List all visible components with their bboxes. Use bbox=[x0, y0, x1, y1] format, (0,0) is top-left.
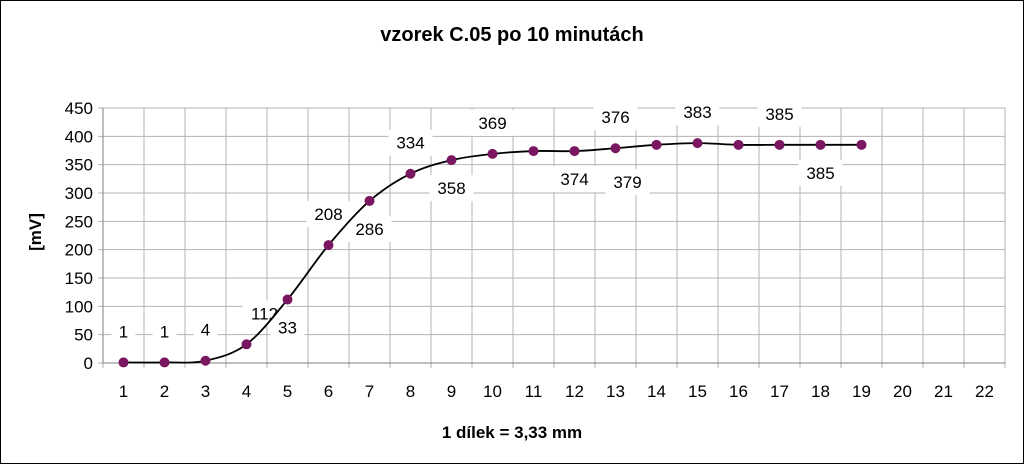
data-label-bg bbox=[798, 159, 843, 186]
x-tick-label: 6 bbox=[324, 382, 333, 401]
x-tick-label: 13 bbox=[606, 382, 625, 401]
y-tick-label: 350 bbox=[65, 156, 93, 175]
x-tick-label: 18 bbox=[811, 382, 830, 401]
data-label-bg bbox=[593, 104, 638, 131]
data-label: 358 bbox=[437, 179, 465, 198]
x-tick-label: 14 bbox=[647, 382, 666, 401]
data-point bbox=[733, 139, 744, 150]
data-label-bg bbox=[757, 100, 802, 127]
x-tick-label: 10 bbox=[483, 382, 502, 401]
data-point bbox=[774, 139, 785, 150]
data-point bbox=[487, 148, 498, 159]
x-tick-label: 7 bbox=[365, 382, 374, 401]
data-point bbox=[815, 139, 826, 150]
data-point bbox=[569, 146, 580, 157]
y-tick-label: 50 bbox=[74, 326, 93, 345]
data-label: 1 bbox=[160, 322, 169, 341]
data-label-bg bbox=[193, 316, 218, 343]
x-tick-label: 11 bbox=[525, 382, 543, 401]
data-label: 385 bbox=[806, 164, 834, 183]
x-tick-label: 17 bbox=[770, 382, 789, 401]
data-label-bg bbox=[270, 314, 305, 341]
data-label: 374 bbox=[560, 170, 588, 189]
x-tick-label: 16 bbox=[729, 382, 748, 401]
data-point bbox=[856, 139, 867, 150]
x-tick-label: 19 bbox=[852, 382, 871, 401]
data-label: 385 bbox=[765, 105, 793, 124]
data-label: 208 bbox=[314, 205, 342, 224]
data-point bbox=[364, 195, 375, 206]
x-tick-label: 8 bbox=[406, 382, 415, 401]
x-axis-label: 1 dílek = 3,33 mm bbox=[441, 423, 583, 442]
y-tick-label: 200 bbox=[65, 241, 93, 260]
data-label-bg bbox=[470, 109, 515, 136]
data-point bbox=[159, 357, 170, 368]
data-label-bg bbox=[347, 215, 392, 242]
data-point bbox=[323, 240, 334, 251]
data-point bbox=[446, 155, 457, 166]
x-tick-label: 21 bbox=[934, 382, 953, 401]
data-label: 4 bbox=[201, 321, 210, 340]
x-tick-label: 3 bbox=[201, 382, 210, 401]
y-tick-label: 100 bbox=[65, 297, 93, 316]
data-label: 334 bbox=[396, 134, 424, 153]
x-tick-label: 1 bbox=[119, 382, 128, 401]
data-point bbox=[610, 143, 621, 154]
data-label: 369 bbox=[478, 114, 506, 133]
data-point bbox=[200, 355, 211, 366]
data-point bbox=[651, 139, 662, 150]
data-label: 376 bbox=[601, 108, 629, 127]
data-label: 33 bbox=[278, 319, 297, 338]
x-tick-label: 9 bbox=[447, 382, 456, 401]
x-tick-label: 5 bbox=[283, 382, 292, 401]
data-label-bg bbox=[605, 169, 650, 196]
x-tick-label: 22 bbox=[975, 382, 994, 401]
data-label: 383 bbox=[683, 103, 711, 122]
x-tick-label: 4 bbox=[242, 382, 251, 401]
x-tick-label: 12 bbox=[565, 382, 584, 401]
y-tick-label: 300 bbox=[65, 184, 93, 203]
data-point bbox=[241, 339, 252, 350]
data-label: 286 bbox=[355, 220, 383, 239]
data-label-bg bbox=[152, 318, 177, 345]
data-label-bg bbox=[552, 166, 597, 193]
x-tick-label: 15 bbox=[688, 382, 707, 401]
y-tick-label: 0 bbox=[84, 354, 93, 373]
data-label: 379 bbox=[613, 173, 641, 192]
data-point bbox=[692, 138, 703, 149]
y-tick-label: 400 bbox=[65, 127, 93, 146]
data-point bbox=[405, 168, 416, 179]
data-label-bg bbox=[306, 201, 351, 228]
y-tick-label: 250 bbox=[65, 212, 93, 231]
data-label-bg bbox=[675, 99, 720, 126]
x-tick-label: 2 bbox=[160, 382, 169, 401]
data-point bbox=[118, 357, 129, 368]
chart-title: vzorek C.05 po 10 minutách bbox=[380, 24, 644, 46]
y-tick-label: 450 bbox=[65, 99, 93, 118]
y-tick-label: 150 bbox=[65, 269, 93, 288]
data-point bbox=[282, 294, 293, 305]
x-tick-label: 20 bbox=[893, 382, 912, 401]
data-label-bg bbox=[388, 129, 433, 156]
data-label-bg bbox=[429, 175, 474, 202]
data-label-bg bbox=[111, 318, 136, 345]
data-label: 1 bbox=[119, 322, 128, 341]
data-point bbox=[528, 146, 539, 157]
